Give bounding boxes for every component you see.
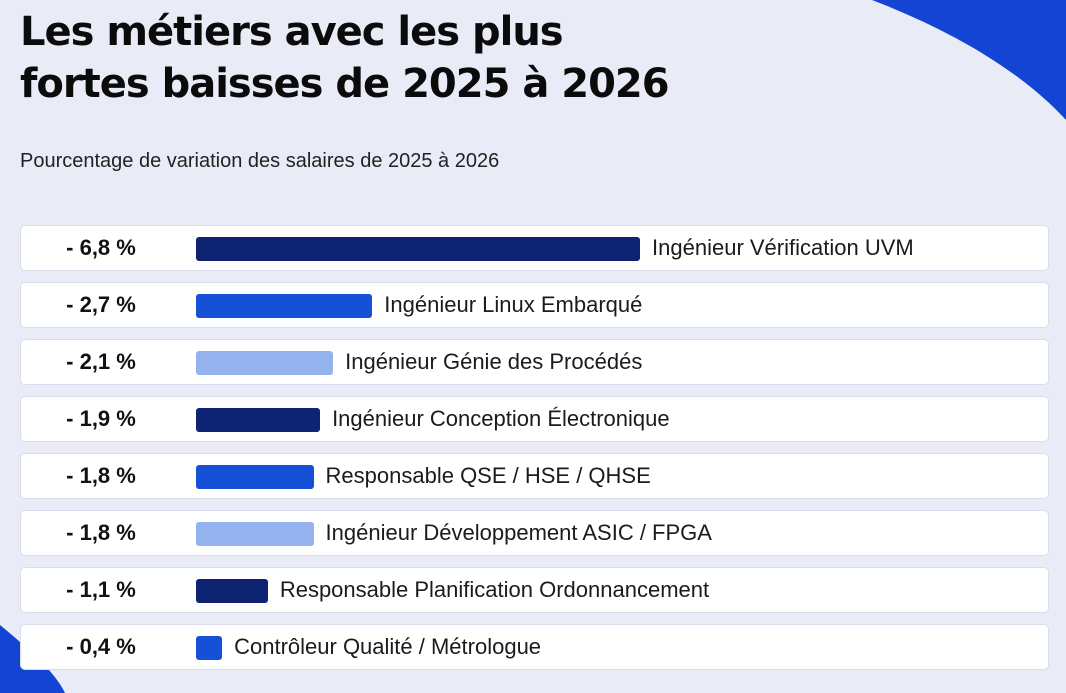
chart-subtitle: Pourcentage de variation des salaires de… (20, 150, 500, 172)
bar-row: - 6,8 % Ingénieur Vérification UVM (20, 225, 1049, 271)
bar (196, 522, 314, 546)
data-label: - 0,4 % (66, 634, 136, 659)
data-label: - 1,8 % (66, 463, 136, 488)
category-label: Ingénieur Linux Embarqué (384, 292, 643, 317)
category-label: Ingénieur Vérification UVM (652, 235, 914, 260)
chart-title-line-2: fortes baisses de 2025 à 2026 (20, 61, 670, 107)
bar-row: - 1,8 % Responsable QSE / HSE / QHSE (20, 453, 1049, 499)
category-label: Contrôleur Qualité / Métrologue (234, 634, 542, 659)
bar (196, 237, 641, 261)
bar (196, 579, 268, 603)
bar-row: - 0,4 % Contrôleur Qualité / Métrologue (20, 624, 1049, 670)
category-label: Ingénieur Génie des Procédés (345, 349, 643, 374)
data-label: - 1,9 % (66, 406, 136, 431)
chart-title-line-1: Les métiers avec les plus (20, 9, 564, 55)
category-label: Responsable Planification Ordonnancement (279, 577, 710, 602)
bar-chart: - 6,8 % Ingénieur Vérification UVM - 2,7 %… (20, 225, 1049, 681)
bar-row: - 2,7 % Ingénieur Linux Embarqué (20, 282, 1049, 328)
bar (196, 351, 334, 375)
bar-row: - 1,8 % Ingénieur Développement ASIC / FP… (20, 510, 1049, 556)
bar (196, 636, 223, 660)
bar-row: - 1,9 % Ingénieur Conception Électronique (20, 396, 1049, 442)
data-label: - 1,8 % (66, 520, 136, 545)
category-label: Responsable QSE / HSE / QHSE (325, 463, 651, 488)
data-label: - 6,8 % (66, 235, 136, 260)
data-label: - 2,1 % (66, 349, 136, 374)
bar (196, 294, 373, 318)
data-label: - 2,7 % (66, 292, 136, 317)
bar-row: - 1,1 % Responsable Planification Ordonna… (20, 567, 1049, 613)
bar (196, 408, 321, 432)
bar-row: - 2,1 % Ingénieur Génie des Procédés (20, 339, 1049, 385)
chart-title: Les métiers avec les plus fortes baisses… (20, 6, 920, 110)
category-label: Ingénieur Conception Électronique (332, 406, 670, 431)
category-label: Ingénieur Développement ASIC / FPGA (325, 520, 712, 545)
bar (196, 465, 314, 489)
data-label: - 1,1 % (66, 577, 136, 602)
